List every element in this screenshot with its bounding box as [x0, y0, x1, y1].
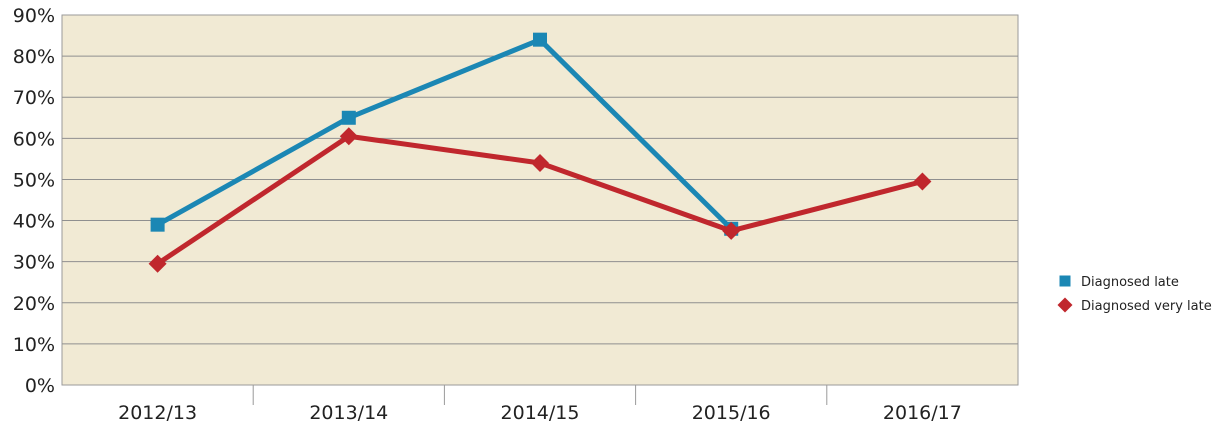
data-point	[148, 254, 167, 273]
series-line	[156, 37, 733, 231]
x-tick-label: 2014/15	[501, 402, 580, 424]
data-point	[913, 172, 932, 191]
data-point	[341, 110, 356, 125]
y-tick-label: 50%	[13, 169, 55, 191]
legend-marker	[1057, 297, 1073, 313]
x-axis: 2012/13 2013/14 2014/15 2015/16 2016/17	[118, 385, 962, 424]
y-axis: 0% 10% 20% 30% 40% 50% 60% 70% 80% 90%	[13, 5, 55, 397]
legend-label: Diagnosed very late	[1081, 299, 1212, 314]
data-point	[531, 154, 549, 172]
y-tick-label: 90%	[13, 5, 55, 27]
series-diagnosed-very-late	[148, 127, 932, 273]
x-tick-label: 2016/17	[883, 402, 962, 424]
data-point	[533, 32, 547, 47]
y-tick-label: 40%	[13, 211, 55, 233]
gridlines	[62, 55, 1018, 345]
y-tick-label: 80%	[13, 46, 55, 68]
x-tick-label: 2015/16	[692, 402, 771, 424]
y-tick-label: 30%	[13, 252, 55, 274]
y-tick-label: 60%	[13, 128, 55, 150]
data-point	[722, 221, 741, 240]
legend: Diagnosed late Diagnosed very late	[1057, 275, 1212, 314]
data-point	[150, 217, 165, 232]
y-tick-label: 20%	[13, 293, 55, 315]
legend-label: Diagnosed late	[1081, 275, 1179, 290]
data-point	[339, 127, 358, 146]
series-group	[148, 32, 932, 273]
legend-marker	[1059, 275, 1071, 287]
series-diagnosed-late	[150, 32, 739, 236]
x-tick-label: 2012/13	[118, 402, 197, 424]
x-tick-label: 2013/14	[309, 402, 388, 424]
y-tick-label: 0%	[25, 375, 55, 397]
y-tick-label: 10%	[13, 334, 55, 356]
y-tick-label: 70%	[13, 87, 55, 109]
